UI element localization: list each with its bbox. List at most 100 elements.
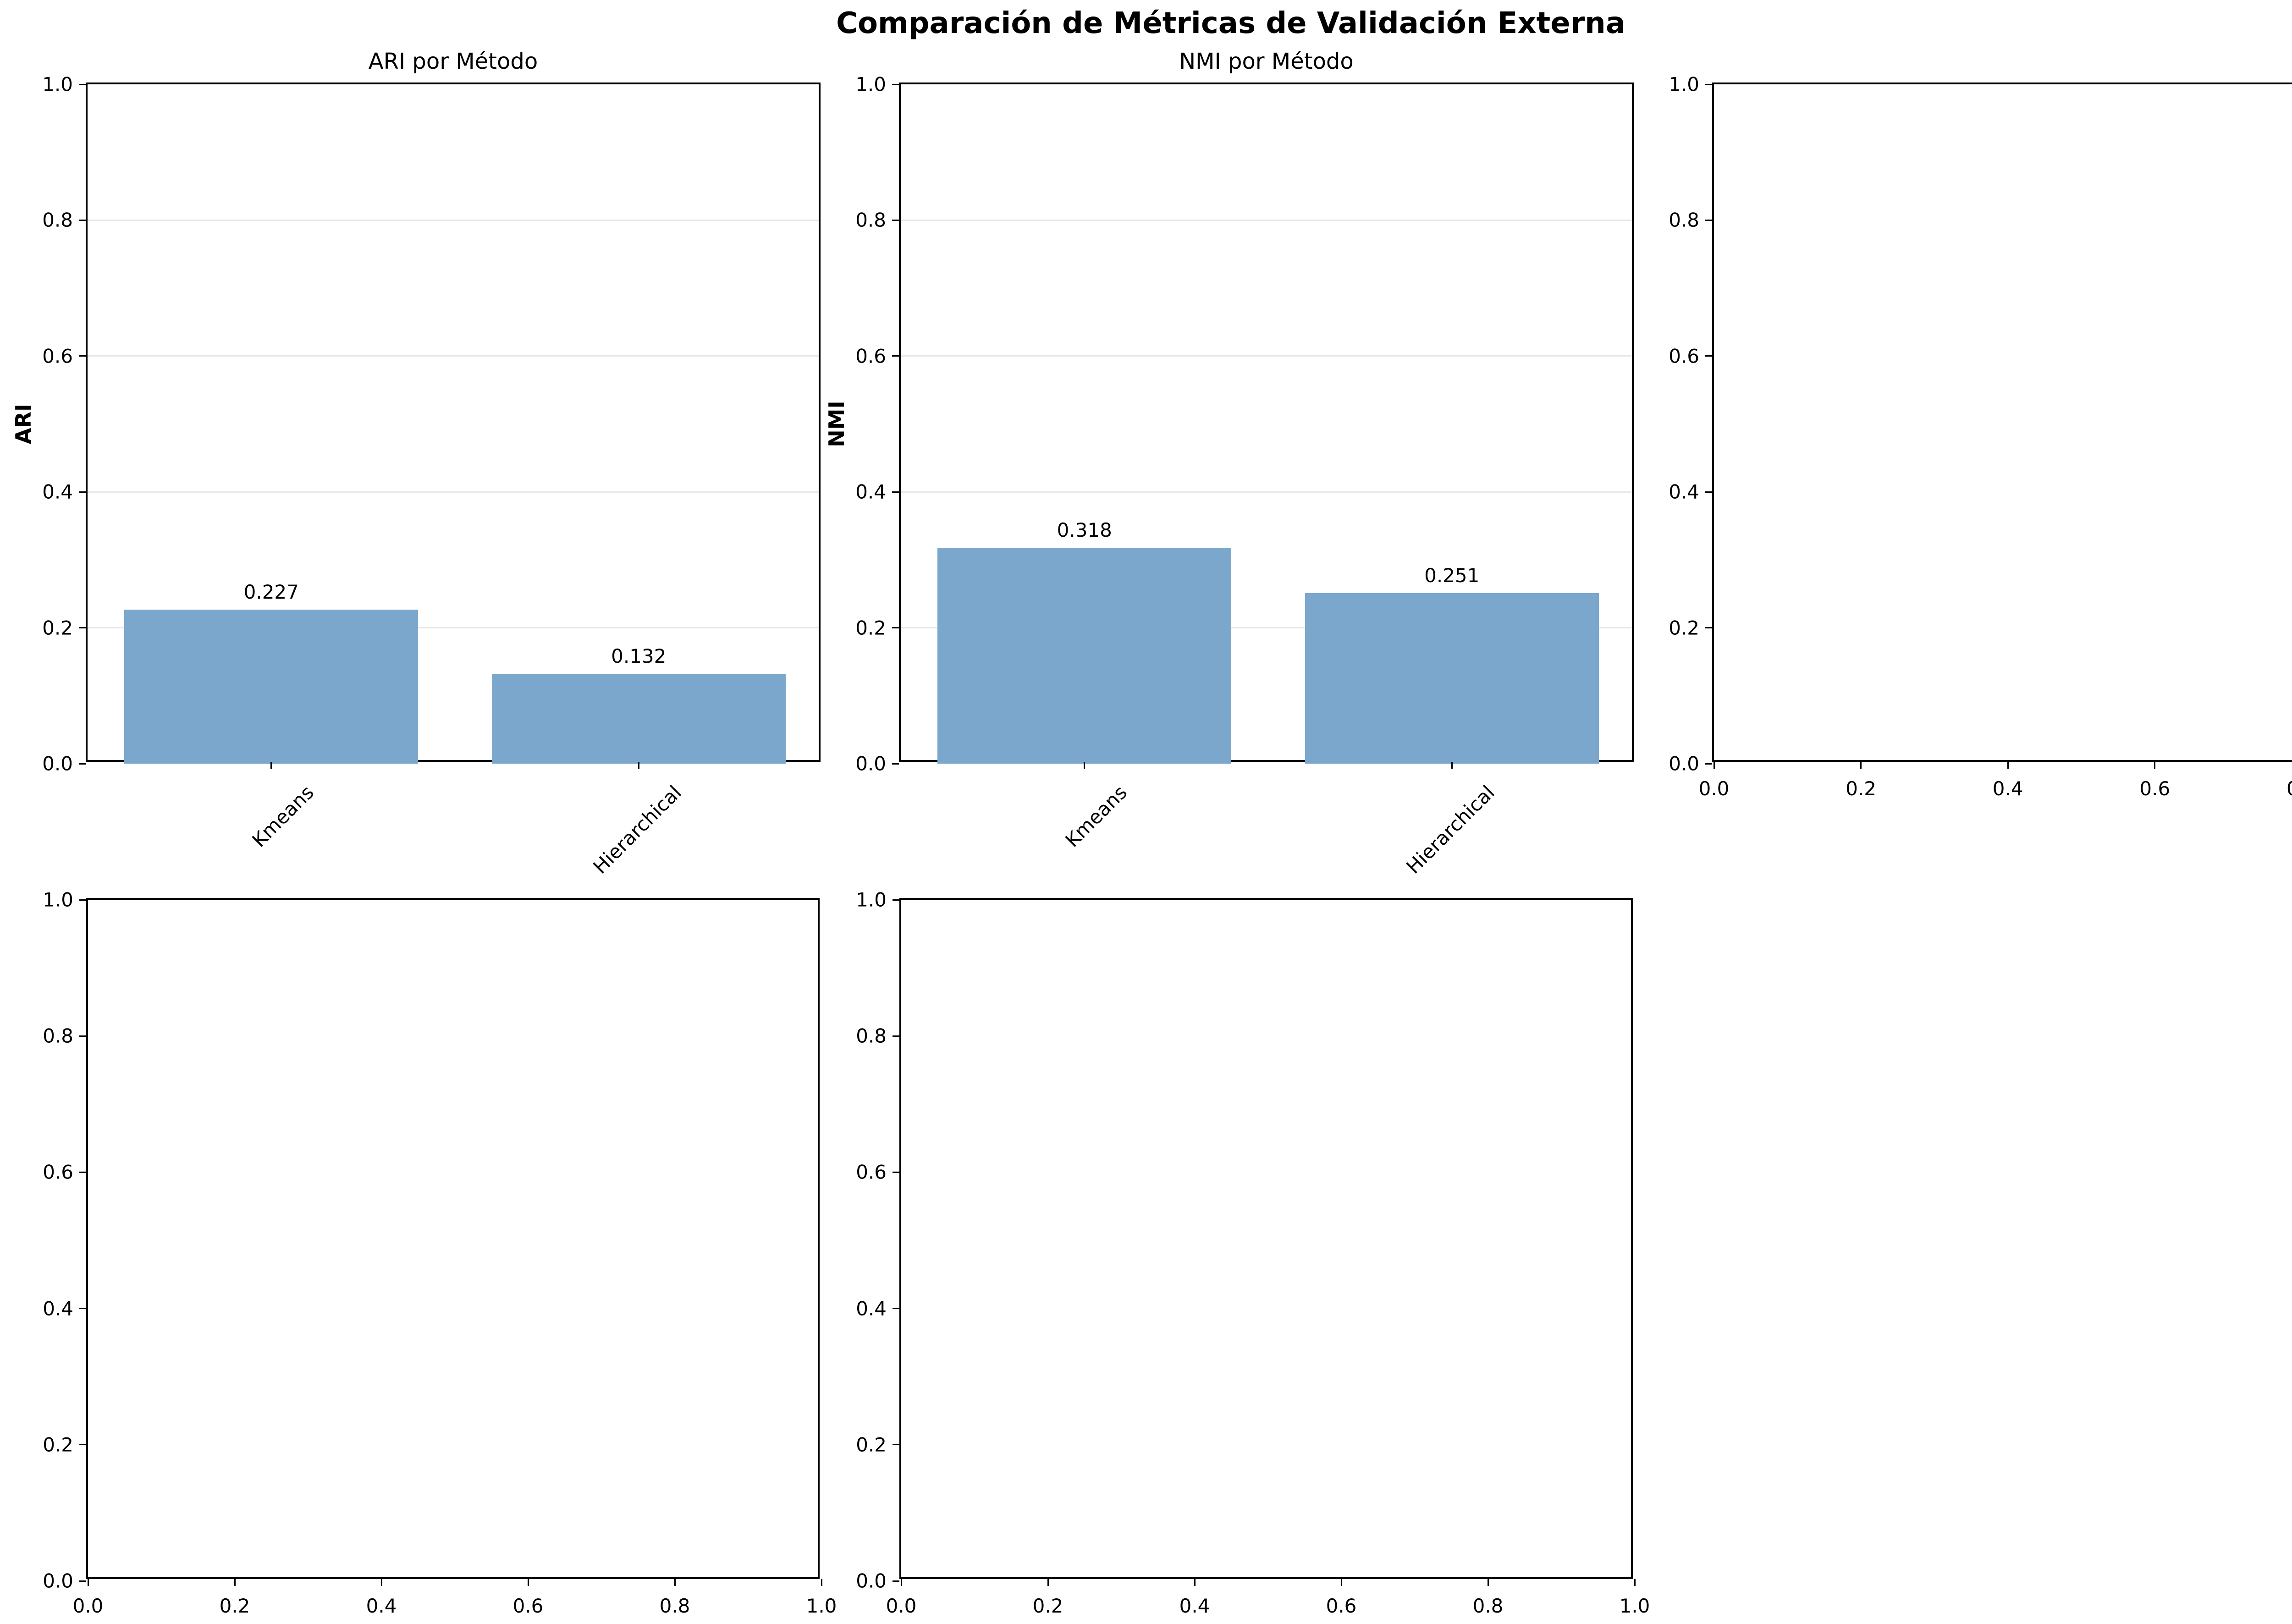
y-tick <box>1705 763 1712 765</box>
x-tick <box>1340 1579 1342 1586</box>
y-tick <box>79 1171 86 1173</box>
grid-line <box>88 491 819 493</box>
grid-line <box>88 355 819 357</box>
x-tick <box>2154 762 2156 769</box>
y-tick <box>79 355 86 357</box>
grid-line <box>88 627 819 629</box>
x-tick-label: 0.6 <box>2139 777 2171 800</box>
y-tick-label: 0.4 <box>856 1297 887 1320</box>
x-tick <box>1487 1579 1489 1586</box>
grid-line <box>88 219 819 221</box>
y-axis-label: ARI <box>11 403 36 445</box>
y-tick-label: 0.2 <box>1669 617 1699 639</box>
y-tick-label: 0.6 <box>856 1161 887 1184</box>
x-tick <box>1860 762 1862 769</box>
y-tick-label: 0.6 <box>42 345 73 368</box>
x-tick <box>1047 1579 1049 1586</box>
x-tick-label: 0.0 <box>72 1595 104 1617</box>
x-tick <box>2007 762 2009 769</box>
x-tick-label: 0.2 <box>1846 777 1876 800</box>
grid-line <box>901 355 1632 357</box>
x-tick-label: 0.4 <box>1179 1595 1210 1617</box>
x-tick <box>1713 762 1715 769</box>
x-tick <box>1084 762 1085 769</box>
x-tick <box>527 1579 529 1586</box>
subplot-nmi-bar-chart: 0.0 0.2 0.4 0.6 0.8 1.0 NMI por Método NMI 0.318… <box>824 49 1634 878</box>
y-tick <box>1705 83 1712 85</box>
y-tick-label: 0.0 <box>42 752 73 775</box>
figure-suptitle: Comparación de Métricas de Validación Ex… <box>836 6 1625 40</box>
y-tick <box>893 1035 899 1037</box>
y-tick-label: 1.0 <box>1669 73 1699 96</box>
y-tick <box>892 83 899 85</box>
x-tick-label: 1.0 <box>1619 1595 1650 1617</box>
y-tick <box>893 1444 899 1446</box>
bar-value-label: 0.132 <box>611 645 667 668</box>
x-tick-label: 0.6 <box>512 1595 544 1617</box>
y-tick <box>79 763 86 765</box>
y-tick-label: 1.0 <box>43 888 73 911</box>
y-tick-label: 0.4 <box>43 1297 73 1320</box>
y-tick <box>79 1035 86 1037</box>
x-tick-label: 0.0 <box>1698 777 1730 800</box>
x-tick-label: 0.8 <box>659 1595 690 1617</box>
x-tick <box>1451 762 1453 769</box>
x-tick-label: 1.0 <box>806 1595 837 1617</box>
y-tick-label: 1.0 <box>42 73 73 96</box>
y-tick <box>1705 355 1712 357</box>
y-tick-label: 1.0 <box>856 888 887 911</box>
y-tick <box>1705 491 1712 493</box>
y-tick <box>79 491 86 493</box>
y-tick-label: 0.8 <box>856 1024 887 1047</box>
subplot-empty-bottom-middle: 0.0 0.2 0.4 0.6 0.8 1.0 0.0 0.2 0.4 0.6 0.8 1.0 <box>856 889 1650 1618</box>
y-tick <box>892 219 899 221</box>
y-tick-label: 0.2 <box>43 1433 73 1456</box>
y-tick <box>893 899 899 901</box>
y-tick-label: 0.0 <box>855 752 886 775</box>
x-tick-label: 0.0 <box>886 1595 917 1617</box>
category-label: Hierarchical <box>589 781 686 878</box>
x-tick-label: 0.2 <box>219 1595 250 1617</box>
y-tick <box>1705 219 1712 221</box>
x-tick <box>1634 1579 1636 1586</box>
y-tick <box>892 763 899 765</box>
bar-value-label: 0.318 <box>1057 518 1112 541</box>
x-tick-label: 0.4 <box>1992 777 2023 800</box>
subplot-title: ARI por Método <box>368 49 538 74</box>
y-tick-label: 0.0 <box>856 1569 887 1592</box>
y-tick <box>892 355 899 357</box>
y-tick <box>1705 627 1712 629</box>
x-tick-label: 0.2 <box>1032 1595 1063 1617</box>
x-tick-label: 0.6 <box>1326 1595 1357 1617</box>
y-tick <box>79 899 86 901</box>
y-tick <box>892 491 899 493</box>
x-tick <box>270 762 272 769</box>
y-tick-label: 0.2 <box>855 617 886 639</box>
x-tick <box>900 1579 902 1586</box>
y-tick-label: 0.8 <box>43 1024 73 1047</box>
bar-hierarchical <box>1305 593 1599 764</box>
y-tick-label: 0.2 <box>42 617 73 639</box>
x-tick <box>674 1579 676 1586</box>
y-tick-label: 0.8 <box>855 209 886 231</box>
y-tick <box>79 627 86 629</box>
y-tick-label: 0.6 <box>1669 345 1699 368</box>
y-tick <box>893 1580 899 1582</box>
y-tick <box>79 219 86 221</box>
grid-line <box>901 219 1632 221</box>
bar-value-label: 0.227 <box>243 580 299 603</box>
x-tick <box>638 762 639 769</box>
x-tick <box>87 1579 89 1586</box>
bar-kmeans <box>937 547 1232 764</box>
y-tick-label: 0.4 <box>855 480 886 503</box>
y-tick-label: 0.0 <box>43 1569 73 1592</box>
y-tick-label: 0.8 <box>42 209 73 231</box>
x-tick-label: 0.4 <box>366 1595 397 1617</box>
y-tick <box>893 1308 899 1310</box>
x-tick <box>380 1579 382 1586</box>
bar-kmeans <box>124 609 419 764</box>
x-tick <box>234 1579 236 1586</box>
y-tick-label: 0.8 <box>1669 209 1699 231</box>
y-tick-label: 0.2 <box>856 1433 887 1456</box>
